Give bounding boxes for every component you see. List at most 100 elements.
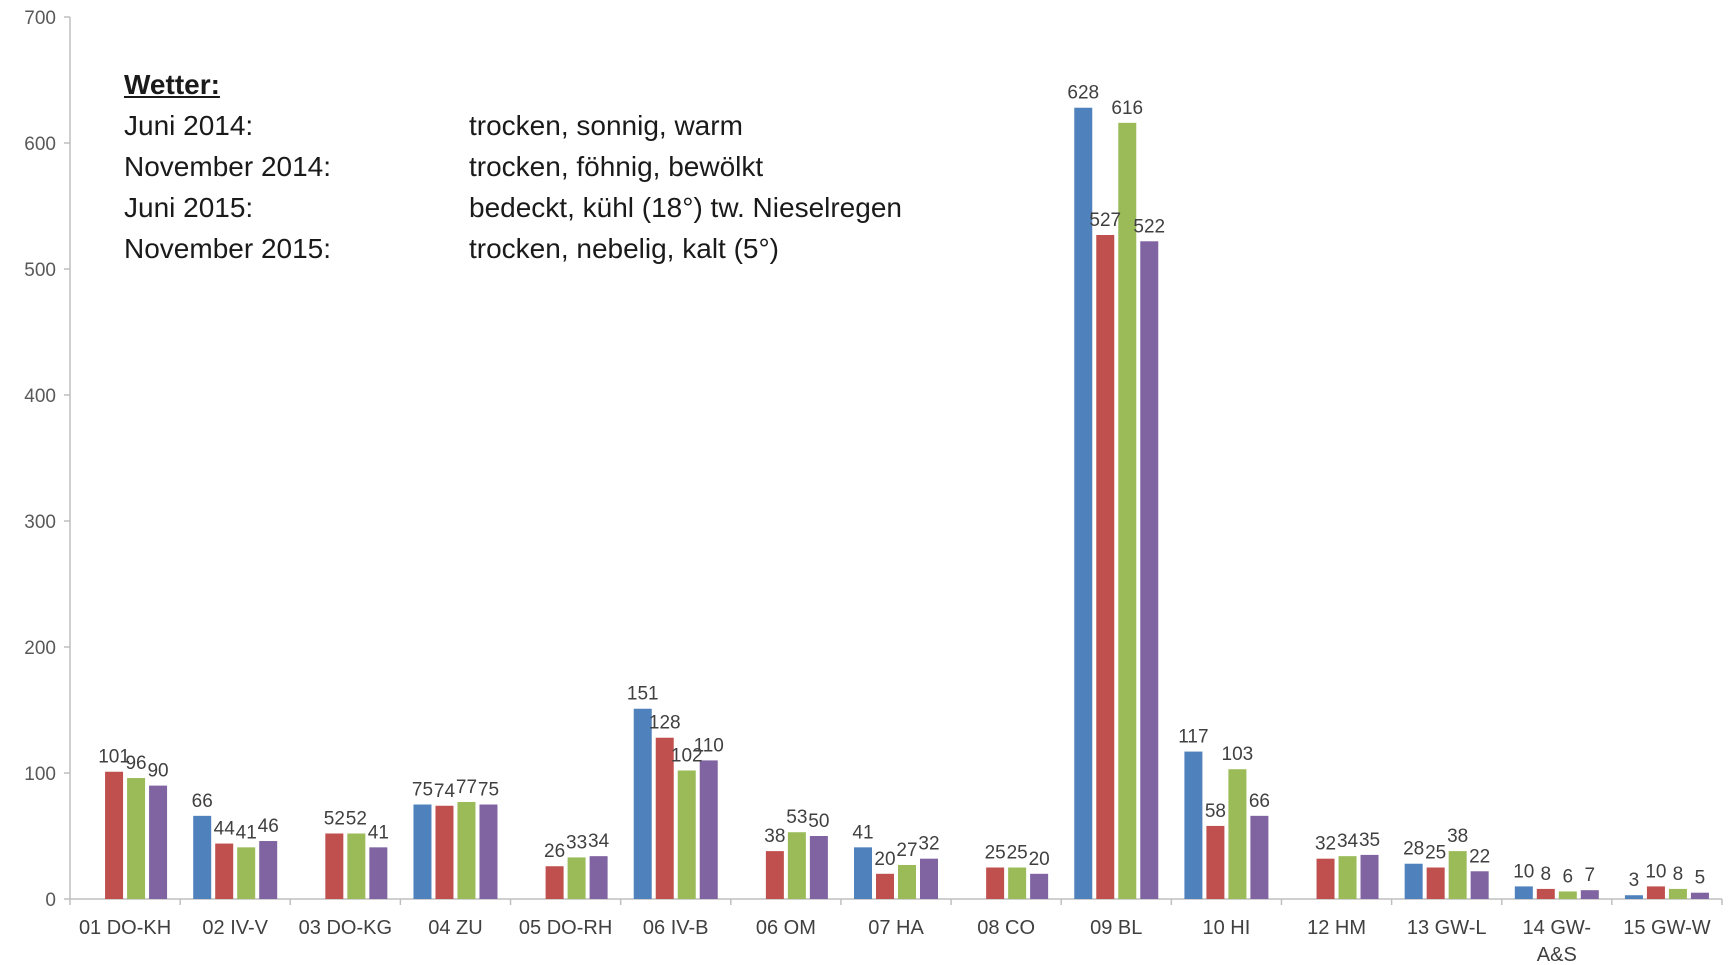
data-label: 35 <box>1359 830 1380 851</box>
data-label: 52 <box>324 808 345 829</box>
weather-period: Juni 2014: <box>124 110 254 141</box>
bar <box>1668 888 1687 899</box>
data-label: 10 <box>1513 861 1534 882</box>
bar <box>347 833 366 899</box>
data-label: 32 <box>1315 834 1336 855</box>
y-tick-label: 600 <box>24 134 56 155</box>
bar <box>567 857 586 899</box>
bar <box>479 804 498 899</box>
data-label: 33 <box>566 832 587 853</box>
bar <box>325 833 344 899</box>
x-tick-label: 03 DO-KG <box>299 917 392 939</box>
bar <box>1096 234 1115 900</box>
y-tick-label: 0 <box>45 890 56 911</box>
x-tick-label: 05 DO-RH <box>519 917 612 939</box>
weather-period: Juni 2015: <box>124 192 254 223</box>
y-tick-label: 100 <box>24 764 56 785</box>
x-tick-label: 14 GW- <box>1523 917 1592 939</box>
data-label: 8 <box>1541 864 1552 885</box>
data-label: 34 <box>588 831 610 852</box>
bar <box>1690 892 1709 899</box>
weather-note: Wetter: Juni 2014: trocken, sonnig, warm … <box>124 64 902 269</box>
data-label: 7 <box>1585 865 1596 886</box>
data-label: 103 <box>1222 744 1254 765</box>
data-label: 41 <box>368 822 389 843</box>
data-label: 10 <box>1645 861 1666 882</box>
data-label: 52 <box>346 808 367 829</box>
bar <box>435 805 454 899</box>
bar <box>1404 863 1423 899</box>
bar <box>259 841 278 899</box>
chart-bars <box>105 107 1709 900</box>
bar <box>765 851 784 899</box>
bar <box>1426 867 1445 899</box>
bar <box>986 867 1005 899</box>
data-label: 27 <box>896 840 917 861</box>
bar <box>1646 886 1665 899</box>
bar <box>876 873 894 899</box>
y-tick-label: 500 <box>24 260 56 281</box>
bar <box>898 864 916 899</box>
weather-period: November 2015: <box>124 233 332 264</box>
data-label: 28 <box>1403 839 1424 860</box>
bar <box>105 771 124 899</box>
data-label: 25 <box>1007 843 1028 864</box>
data-label: 128 <box>649 713 681 734</box>
bar <box>413 804 432 899</box>
x-tick-label: 09 BL <box>1090 917 1142 939</box>
bar <box>809 836 828 899</box>
bar <box>1250 815 1269 899</box>
bar <box>127 778 146 899</box>
data-label: 151 <box>627 684 659 705</box>
data-label: 74 <box>434 781 456 802</box>
bar <box>1228 769 1247 899</box>
data-label: 628 <box>1067 83 1099 104</box>
y-tick-label: 400 <box>24 386 56 407</box>
bar <box>545 866 564 899</box>
weather-period: November 2014: <box>124 151 332 182</box>
weather-note-row: Juni 2015: bedeckt, kühl (18°) tw. Niesel… <box>124 187 902 228</box>
bar <box>1008 867 1027 899</box>
data-label: 75 <box>412 780 433 801</box>
bar <box>677 770 696 899</box>
x-tick-label: 07 HA <box>868 917 924 939</box>
data-label: 101 <box>98 747 130 768</box>
bar <box>193 815 212 899</box>
data-label: 34 <box>1337 831 1359 852</box>
data-label: 5 <box>1695 868 1706 889</box>
data-label: 96 <box>125 753 146 774</box>
bar <box>1558 891 1577 899</box>
x-tick-label: 06 OM <box>756 917 816 939</box>
data-label: 117 <box>1178 727 1208 748</box>
x-tick-label: 01 DO-KH <box>79 917 171 939</box>
weather-description: bedeckt, kühl (18°) tw. Nieselregen <box>469 192 902 223</box>
bar <box>1206 825 1225 899</box>
data-label: 32 <box>918 834 939 855</box>
data-label: 53 <box>786 807 807 828</box>
bar <box>369 847 388 899</box>
weather-note-row: Juni 2014: trocken, sonnig, warm <box>124 105 902 146</box>
x-tick-label: 06 IV-B <box>643 917 709 939</box>
x-tick-label: 10 HI <box>1202 917 1250 939</box>
data-label: 66 <box>192 791 213 812</box>
data-label: 58 <box>1205 801 1226 822</box>
weather-description: trocken, föhnig, bewölkt <box>469 151 764 182</box>
x-tick-label: 12 HM <box>1307 917 1366 939</box>
data-label: 8 <box>1673 864 1684 885</box>
bar <box>787 832 806 899</box>
x-tick-label: 04 ZU <box>428 917 482 939</box>
bar <box>457 801 476 899</box>
y-tick-label: 200 <box>24 638 56 659</box>
x-tick-label: 15 GW-W <box>1623 917 1711 939</box>
data-label: 38 <box>764 826 785 847</box>
data-label: 41 <box>236 822 257 843</box>
bar <box>1338 856 1357 899</box>
bar <box>215 843 234 899</box>
y-tick-label: 300 <box>24 512 56 533</box>
data-label: 44 <box>214 819 236 840</box>
weather-note-row: November 2014: trocken, föhnig, bewölkt <box>124 146 902 187</box>
data-label: 25 <box>1425 843 1446 864</box>
data-label: 75 <box>478 780 499 801</box>
